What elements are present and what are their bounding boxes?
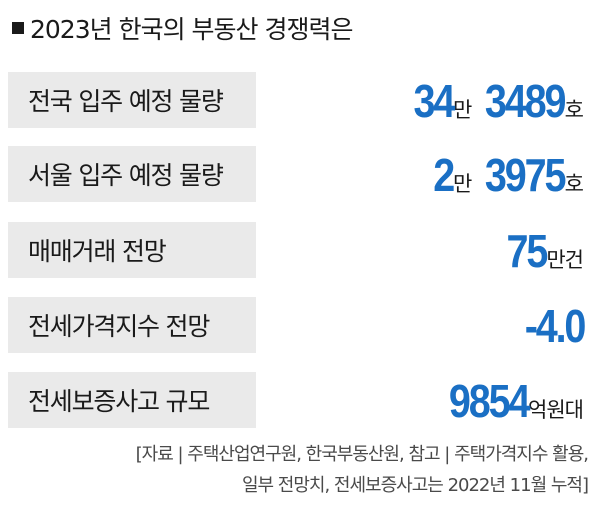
stat-value: -4.0 bbox=[515, 297, 586, 353]
stat-value: 34 만 3489 호 bbox=[407, 72, 584, 128]
stat-row-sales-forecast: 매매거래 전망 75 만건 bbox=[0, 222, 600, 278]
stat-value: 2 만 3975 호 bbox=[430, 146, 584, 202]
stat-label: 전국 입주 예정 물량 bbox=[8, 72, 256, 128]
stat-number: 9854 bbox=[448, 375, 531, 427]
stat-value: 75 만건 bbox=[500, 222, 584, 278]
stat-unit: 호 bbox=[564, 172, 584, 196]
stat-row-seoul-supply: 서울 입주 예정 물량 2 만 3975 호 bbox=[0, 146, 600, 202]
stat-value: 9854 억원대 bbox=[436, 372, 584, 428]
source-line-2: 일부 전망치, 전세보증사고는 2022년 11월 누적] bbox=[241, 475, 589, 496]
stat-number: 3489 bbox=[485, 75, 567, 127]
stat-unit: 만 bbox=[453, 98, 472, 122]
stat-unit: 만건 bbox=[546, 248, 584, 272]
stat-row-jeonse-accidents: 전세보증사고 규모 9854 억원대 bbox=[0, 372, 600, 428]
stat-row-jeonse-index: 전세가격지수 전망 -4.0 bbox=[0, 297, 600, 353]
source-note: [자료 | 주택산업연구원, 한국부동산원, 참고 | 주택가격지수 활용, 일… bbox=[8, 439, 589, 501]
source-line-1: [자료 | 주택산업연구원, 한국부동산원, 참고 | 주택가격지수 활용, bbox=[135, 444, 589, 465]
stat-label: 서울 입주 예정 물량 bbox=[8, 146, 256, 202]
stat-unit: 억원대 bbox=[528, 398, 584, 422]
stat-row-national-supply: 전국 입주 예정 물량 34 만 3489 호 bbox=[0, 72, 600, 128]
stat-label: 전세보증사고 규모 bbox=[8, 372, 256, 428]
stat-label: 전세가격지수 전망 bbox=[8, 297, 256, 353]
stat-unit: 호 bbox=[564, 98, 584, 122]
page-title-text: 2023년 한국의 부동산 경쟁력은 bbox=[30, 15, 353, 44]
page-title: 2023년 한국의 부동산 경쟁력은 bbox=[12, 10, 353, 46]
stat-unit: 만 bbox=[453, 172, 472, 196]
stat-number: 75 bbox=[506, 225, 549, 277]
stat-label: 매매거래 전망 bbox=[8, 222, 256, 278]
square-bullet-icon bbox=[12, 22, 24, 34]
stat-number: 3975 bbox=[485, 149, 567, 201]
stat-number: -4.0 bbox=[524, 300, 586, 352]
stat-number: 2 bbox=[433, 149, 455, 201]
stat-number: 34 bbox=[413, 75, 455, 127]
